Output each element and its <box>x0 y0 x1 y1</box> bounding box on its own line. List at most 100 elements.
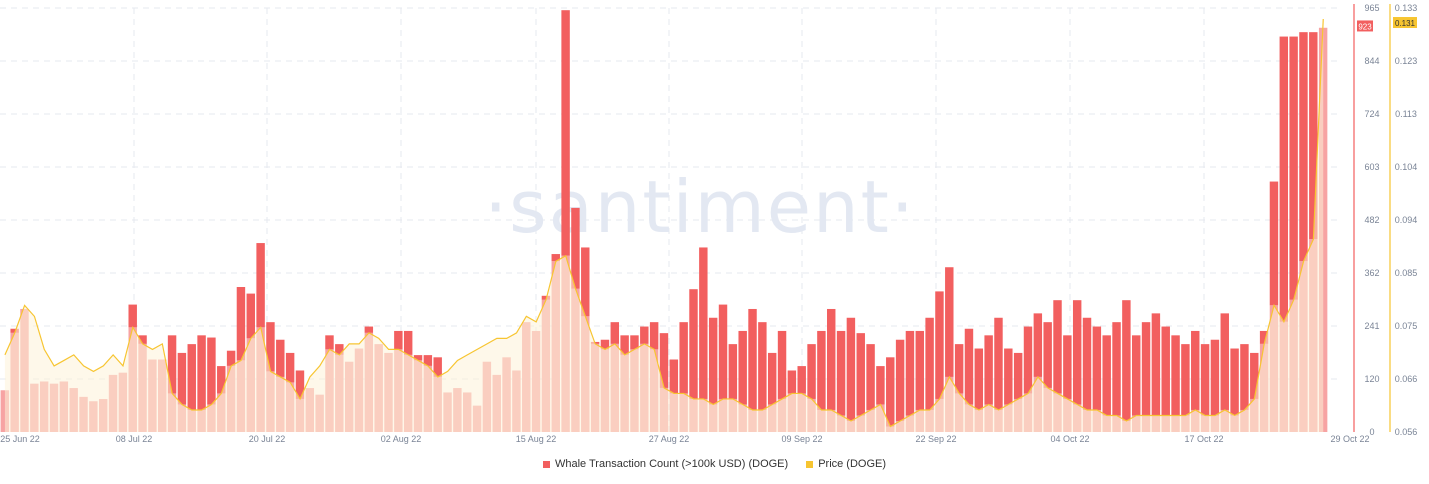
whale-bar <box>964 328 974 405</box>
whale-bar <box>649 322 659 350</box>
whale-bar <box>827 308 836 410</box>
whale-bar <box>630 335 639 350</box>
whale-bar <box>895 339 905 421</box>
whale-bar <box>177 352 187 405</box>
whale-bar <box>1053 300 1062 394</box>
price-area <box>4 19 1324 432</box>
whale-bar <box>876 366 885 405</box>
whale-bar <box>718 304 728 399</box>
whale-bar <box>581 247 590 317</box>
whale-bar <box>1063 335 1072 399</box>
whale-bar <box>767 352 777 405</box>
whale-bar <box>945 267 954 377</box>
whale-bar <box>1102 335 1111 416</box>
x-tick-label: 04 Oct 22 <box>1050 434 1089 444</box>
whale-bar <box>836 330 846 416</box>
legend-item-price[interactable]: Price (DOGE) <box>806 458 886 470</box>
whale-bar <box>571 207 580 289</box>
whale-bar <box>1151 313 1161 416</box>
whale-bar <box>1004 348 1013 405</box>
whale-bar <box>236 287 246 361</box>
whale-bar <box>610 322 620 344</box>
legend: Whale Transaction Count (>100k USD) (DOG… <box>0 458 1429 470</box>
whale-bar <box>807 344 816 399</box>
y-right-tick-label: 0.123 <box>1395 56 1418 66</box>
whale-bar <box>866 344 875 410</box>
whale-bar <box>1013 352 1023 399</box>
whale-bar <box>433 357 442 377</box>
whale-bar <box>1200 344 1210 416</box>
whale-bar <box>787 370 797 394</box>
whale-bar <box>856 333 865 416</box>
whale-bar <box>10 328 19 333</box>
whale-bar <box>1092 326 1102 410</box>
whale-bar <box>728 344 738 399</box>
whale-bar <box>886 357 895 427</box>
whale-bar <box>758 322 767 410</box>
whale-bar <box>246 293 255 339</box>
whale-bar <box>1141 322 1151 416</box>
whale-bar <box>689 289 698 399</box>
y-right-tick-label: 0.075 <box>1395 321 1418 331</box>
whale-bar <box>600 339 610 350</box>
whale-bar <box>669 359 679 394</box>
y-right-tick-label: 0.056 <box>1395 427 1418 437</box>
current-price-label: 0.131 <box>1395 19 1416 28</box>
x-tick-label: 02 Aug 22 <box>381 434 422 444</box>
whale-bar <box>256 243 265 328</box>
whale-bar <box>1259 330 1269 344</box>
price-line <box>4 18 1324 428</box>
y-right-tick-label: 0.104 <box>1395 162 1418 172</box>
whale-bar <box>207 337 216 405</box>
y-right-tick-label: 0.133 <box>1395 3 1418 13</box>
whale-bar <box>1043 322 1052 388</box>
whale-bar <box>905 330 915 416</box>
legend-swatch-whale <box>542 460 550 468</box>
whale-bar-lower <box>0 390 10 432</box>
whale-bar <box>335 344 344 355</box>
whale-bar <box>325 335 334 350</box>
whale-bar <box>551 254 560 262</box>
whale-bar <box>679 322 688 394</box>
whale-bar <box>738 330 747 405</box>
whale-bar <box>1289 36 1298 300</box>
y-left-tick-label: 362 <box>1364 268 1379 278</box>
whale-bar <box>797 366 806 394</box>
whale-bar <box>1033 313 1043 377</box>
x-tick-label: 08 Jul 22 <box>116 434 153 444</box>
legend-label-whale: Whale Transaction Count (>100k USD) (DOG… <box>554 458 789 470</box>
current-whale-label: 923 <box>1358 22 1372 31</box>
whale-bar <box>128 304 137 328</box>
legend-item-whale[interactable]: Whale Transaction Count (>100k USD) (DOG… <box>542 458 789 470</box>
legend-label-price: Price (DOGE) <box>818 458 887 470</box>
y-left-tick-label: 965 <box>1364 3 1379 13</box>
whale-bar <box>394 330 403 350</box>
whale-bar <box>1122 300 1131 421</box>
whale-bar <box>1269 181 1279 306</box>
whale-bar <box>167 335 177 394</box>
whale-bar <box>187 344 196 410</box>
whale-bar <box>620 335 629 355</box>
whale-bar <box>954 344 964 394</box>
x-tick-label: 27 Aug 22 <box>649 434 690 444</box>
x-tick-label: 17 Oct 22 <box>1184 434 1223 444</box>
x-tick-label: 29 Oct 22 <box>1330 434 1369 444</box>
y-left-tick-label: 724 <box>1364 109 1379 119</box>
whale-bar <box>276 339 285 377</box>
whale-bar <box>364 326 374 333</box>
whale-bar <box>561 10 570 256</box>
legend-swatch-price <box>806 460 814 468</box>
whale-bar <box>1161 326 1170 416</box>
whale-bar <box>285 352 295 383</box>
whale-bar <box>1131 335 1141 416</box>
current-whale-badge <box>1357 20 1373 32</box>
whale-bar <box>1181 344 1190 416</box>
x-tick-label: 09 Sep 22 <box>781 434 822 444</box>
whale-bar <box>226 350 236 366</box>
whale-bar <box>640 326 649 344</box>
whale-bar <box>1230 348 1239 416</box>
whale-bar <box>925 317 934 410</box>
whale-bar <box>699 247 708 399</box>
axes <box>1353 4 1391 432</box>
